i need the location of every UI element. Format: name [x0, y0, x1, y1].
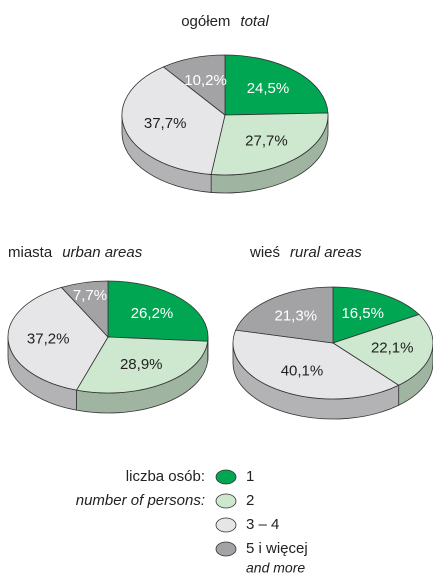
legend-label: 5 i więcej — [246, 540, 308, 557]
value-label: 10,2% — [184, 72, 227, 89]
legend-swatch — [215, 493, 237, 509]
slice — [162, 54, 226, 116]
legend-label: 1 — [246, 468, 254, 485]
subtitle: urban areas — [62, 244, 143, 261]
slice — [235, 286, 334, 344]
legend-label: 2 — [246, 492, 254, 509]
slice — [121, 66, 226, 175]
title: ogółem — [181, 13, 230, 30]
slice — [224, 54, 329, 116]
legend-note: and more — [246, 560, 305, 576]
title: miasta — [8, 244, 53, 261]
slice — [7, 286, 109, 391]
value-label: 27,7% — [245, 133, 288, 150]
slice — [210, 112, 329, 176]
slice — [332, 286, 420, 344]
subtitle: rural areas — [290, 244, 362, 261]
value-label: 24,5% — [247, 80, 290, 97]
pie-title: miasta urban areas — [8, 244, 143, 261]
slice — [60, 280, 109, 339]
value-label: 28,9% — [120, 356, 163, 373]
title: wieś — [249, 244, 280, 261]
value-label: 26,2% — [131, 305, 174, 322]
slice — [107, 280, 209, 342]
pie-title: wieś rural areas — [249, 244, 362, 261]
subtitle: total — [240, 13, 269, 30]
legend-label: 3 – 4 — [246, 516, 279, 533]
pie-title: ogółem total — [181, 13, 269, 30]
slice — [332, 314, 433, 386]
value-label: 37,2% — [27, 331, 70, 348]
legend-title: liczba osób: — [126, 468, 205, 485]
slice — [232, 329, 400, 400]
value-label: 7,7% — [73, 287, 107, 304]
value-label: 40,1% — [281, 363, 324, 380]
value-label: 22,1% — [371, 339, 414, 356]
legend-swatch — [215, 469, 237, 485]
legend-subtitle: number of persons: — [76, 492, 205, 509]
slice — [75, 336, 209, 394]
legend-swatch — [215, 517, 237, 533]
value-label: 37,7% — [144, 115, 187, 132]
value-label: 21,3% — [275, 308, 318, 325]
value-label: 16,5% — [341, 305, 384, 322]
legend-swatch — [215, 541, 237, 557]
